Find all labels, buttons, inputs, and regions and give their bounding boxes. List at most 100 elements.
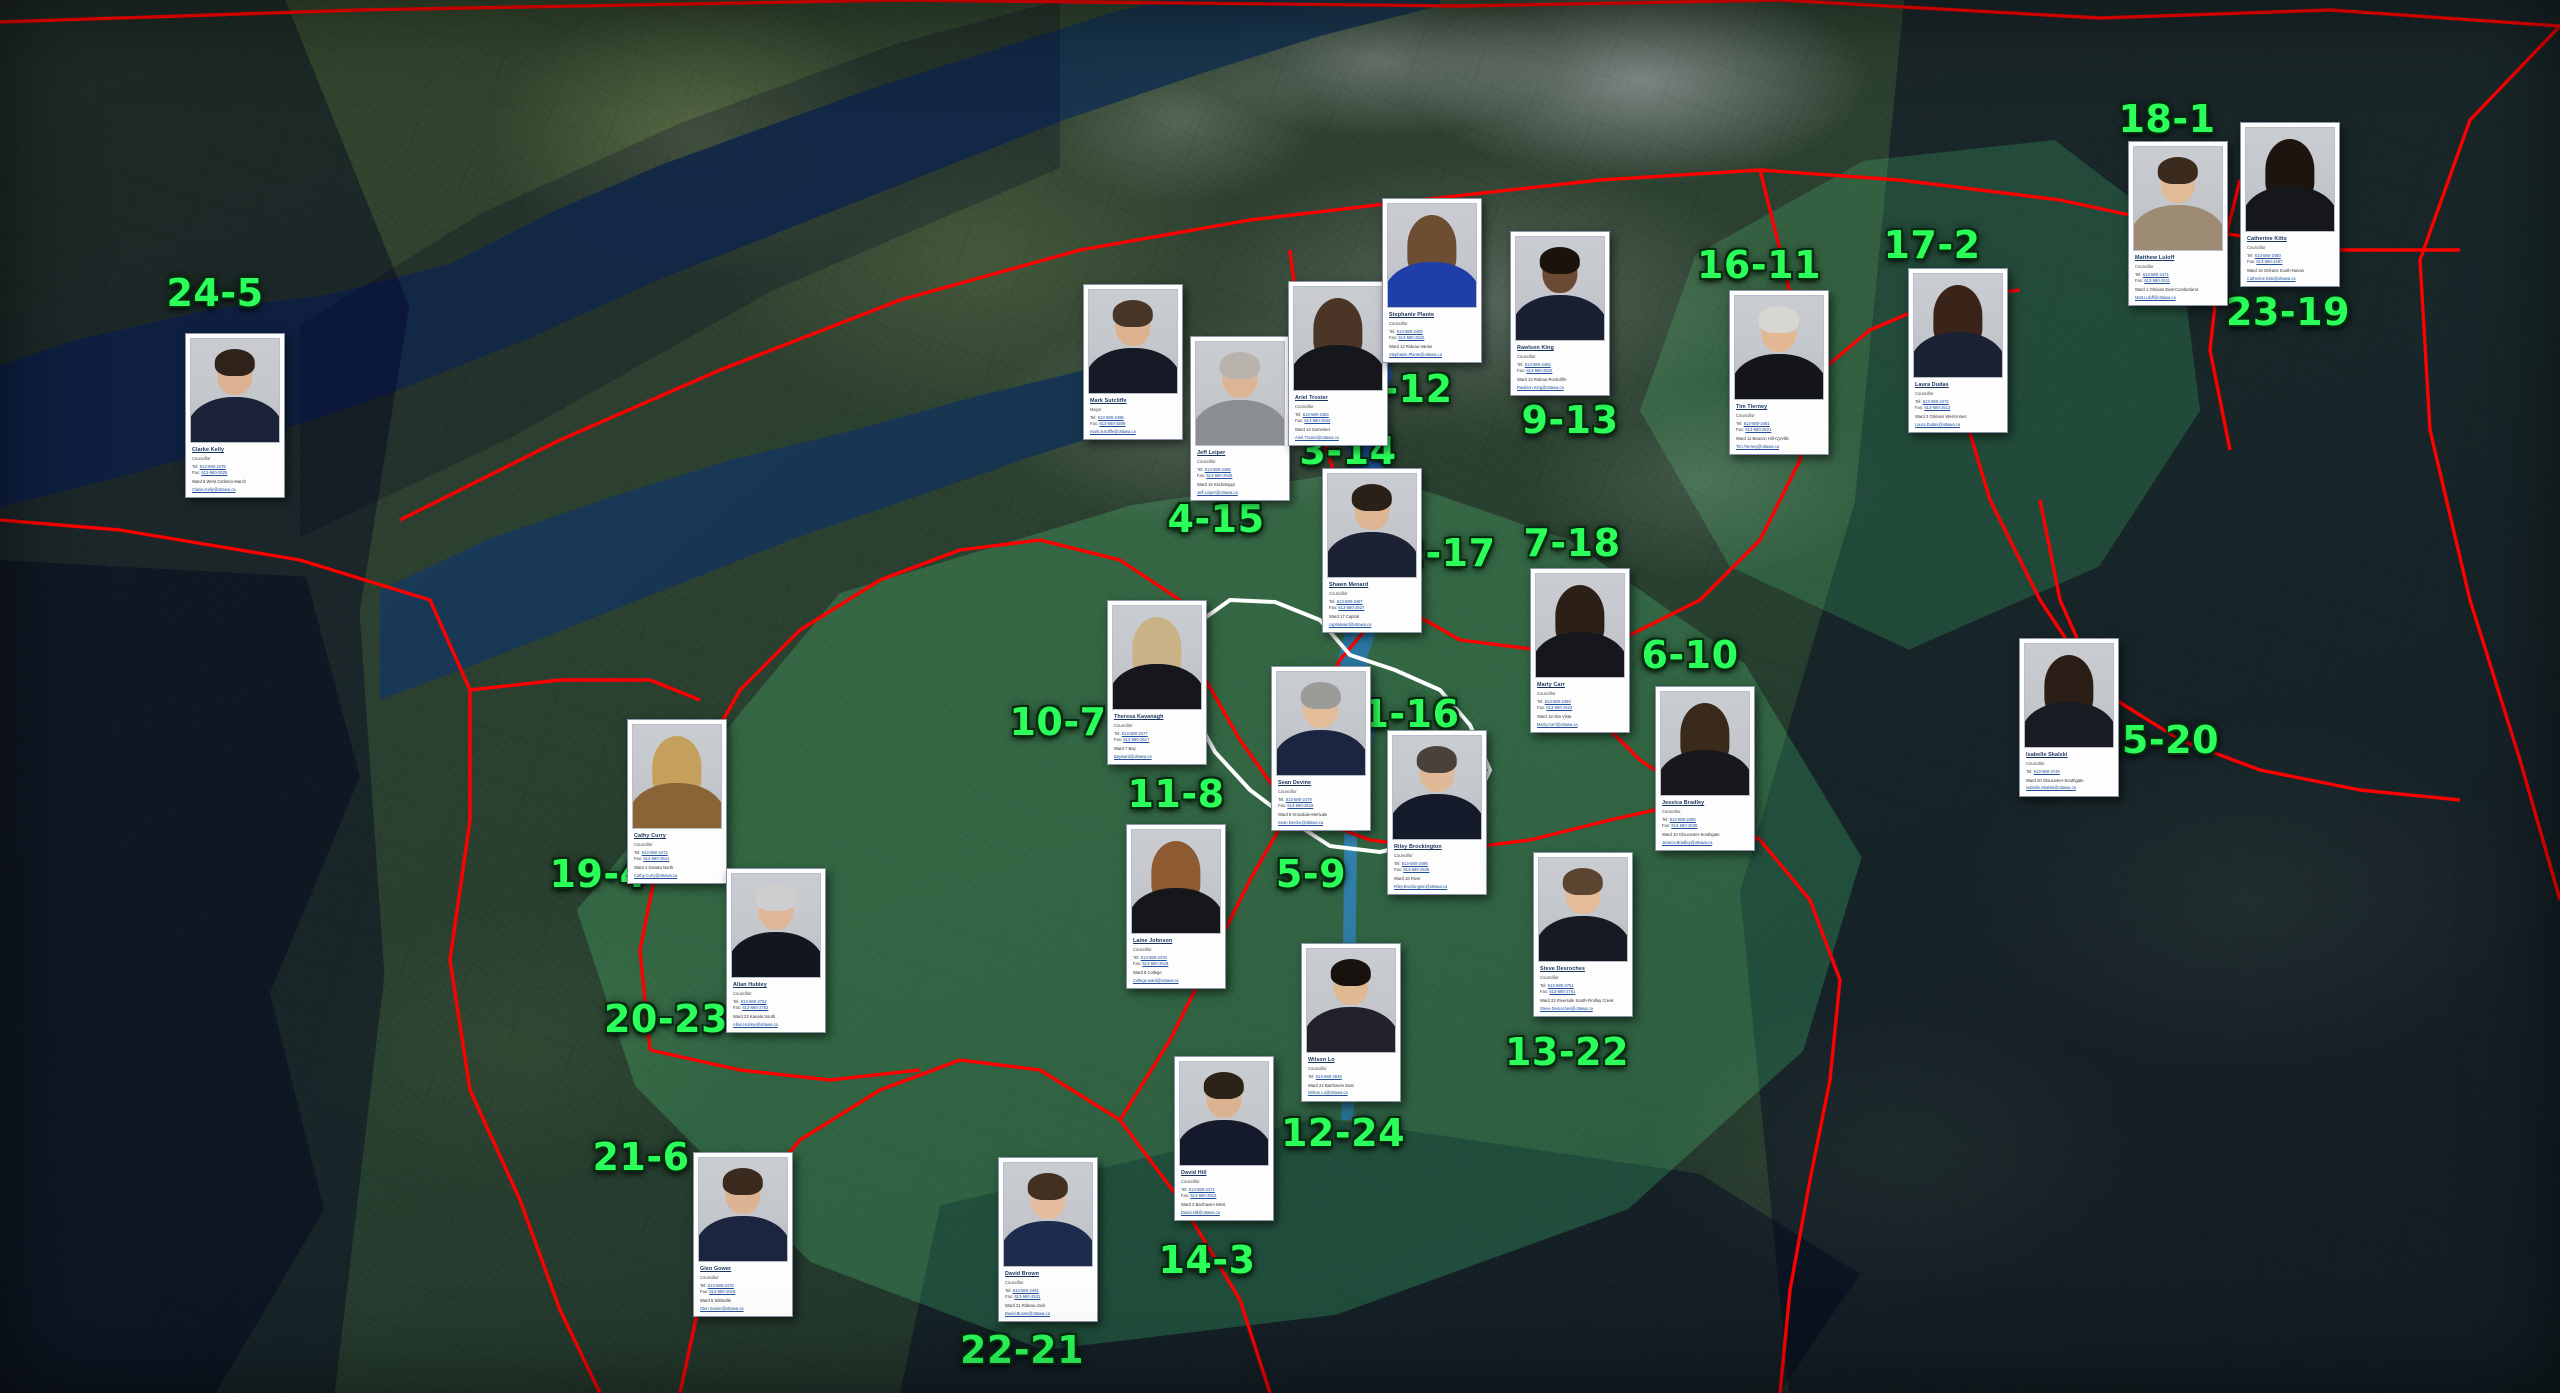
email-link[interactable]: Catherine.Kitts@ottawa.ca [2247,275,2296,281]
ward-number-label[interactable]: 21-6 [592,1135,690,1179]
email-link[interactable]: Riley.Brockington@ottawa.ca [1394,883,1448,889]
phone-number-link[interactable]: 613-580-2472 [1922,398,1949,404]
councillor-info-card[interactable]: Cathy Curry Councillor Tel: 613-580-2474 Fa… [627,719,727,885]
phone-number-link[interactable]: 613-580-2471 [2142,271,2169,277]
councillor-name-link[interactable]: Tim Tierney [1736,404,1768,410]
councillor-info-card[interactable]: Ariel Troster Councillor Tel: 613-580-2484… [1288,281,1388,447]
phone-number-link[interactable]: 613-580-2479 [1285,796,1312,802]
phone-number-link[interactable]: 613-580-2483 [1544,698,1571,704]
councillor-name-link[interactable]: Sean Devine [1278,780,1312,786]
ward-number-label[interactable]: 22-21 [959,1328,1085,1372]
ward-number-label[interactable]: 6-10 [1641,633,1739,677]
phone-number-link[interactable]: 613-580-2752 [740,998,767,1004]
email-link[interactable]: Laura.Dudas@ottawa.ca [1915,421,1961,427]
fax-number-link[interactable]: 613-580-2516 [709,1289,736,1295]
councillor-info-card[interactable]: Allan Hubley Councillor Tel: 613-580-2752 F… [726,868,826,1034]
phone-number-link[interactable]: 613-580-2475 [199,463,226,469]
phone-number-link[interactable]: 613-580-2496 [1097,414,1124,420]
councillor-info-card[interactable]: David Brown Councillor Tel: 613-580-2491 Fa… [998,1157,1098,1323]
fax-number-link[interactable]: 613-580-2512 [1924,405,1951,411]
fax-number-link[interactable]: 613-580-2512 [1190,1193,1217,1199]
email-link[interactable]: Ariel.Troster@ottawa.ca [1295,434,1339,440]
email-link[interactable]: Jessica.Bradley@ottawa.ca [1662,839,1713,845]
councillor-name-link[interactable]: Catherine Kitts [2247,236,2287,242]
councillor-name-link[interactable]: Shawn Menard [1329,582,1369,588]
councillor-name-link[interactable]: Marty Carr [1537,682,1565,688]
phone-number-link[interactable]: 613-580-2480 [2254,252,2281,258]
phone-number-link[interactable]: 613-580-2474 [641,849,668,855]
phone-number-link[interactable]: 613-580-2476 [707,1282,734,1288]
fax-number-link[interactable]: 613-580-2518 [1142,961,1169,967]
email-link[interactable]: capitalward@ottawa.ca [1329,621,1372,627]
email-link[interactable]: Sean.Devine@ottawa.ca [1278,819,1324,825]
ward-number-label[interactable]: 4-15 [1167,497,1265,541]
phone-number-link[interactable]: 613-580-2749 [2033,768,2060,774]
fax-number-link[interactable]: 613-580-2524 [1304,418,1331,424]
fax-number-link[interactable]: 613-580-2521 [1745,427,1772,433]
ward-number-label[interactable]: 12-24 [1280,1111,1406,1155]
councillor-name-link[interactable]: Rawlson King [1517,345,1554,351]
ward-number-label[interactable]: 10-7 [1009,700,1107,744]
phone-number-link[interactable]: 613-580-2487 [1336,598,1363,604]
phone-number-link[interactable]: 613-580-2486 [1401,860,1428,866]
phone-number-link[interactable]: 613-580-2482 [1524,361,1551,367]
ward-number-label[interactable]: 13-22 [1504,1030,1630,1074]
ward-number-label[interactable]: 20-23 [603,997,729,1041]
fax-number-link[interactable]: 613-580-2519 [1287,803,1314,809]
councillor-info-card[interactable]: Laine Johnson Councillor Tel: 613-580-2478… [1126,824,1226,990]
councillor-name-link[interactable]: Cathy Curry [634,833,666,839]
email-link[interactable]: Isabelle.Skalski@ottawa.ca [2026,785,2076,791]
councillor-name-link[interactable]: Matthew Luloff [2135,255,2175,261]
ward-number-label[interactable]: 1-16 [1362,692,1460,736]
fax-number-link[interactable]: 613-580-2531 [1014,1294,1041,1300]
ward-number-label[interactable]: 17-2 [1883,223,1981,267]
councillor-info-card[interactable]: Marty Carr Councillor Tel: 613-580-2483 Fax… [1530,568,1630,734]
councillor-name-link[interactable]: Steve Desroches [1540,966,1585,972]
fax-number-link[interactable]: 613-580-2530 [1671,823,1698,829]
councillor-info-card[interactable]: Glen Gower Councillor Tel: 613-580-2476 Fax… [693,1152,793,1318]
ward-number-label[interactable]: 18-1 [2118,97,2216,141]
councillor-name-link[interactable]: Glen Gower [700,1266,732,1272]
fax-number-link[interactable]: 613-580-2514 [643,856,670,862]
email-link[interactable]: Clarke.Kelly@ottawa.ca [192,486,236,492]
fax-number-link[interactable]: 613-580-2525 [1206,473,1233,479]
phone-number-link[interactable]: 613-580-2481 [1743,420,1770,426]
councillor-name-link[interactable]: Allan Hubley [733,982,767,988]
fax-number-link[interactable]: 613-580-2525 [201,470,228,476]
email-link[interactable]: mark.sutcliffe@ottawa.ca [1090,428,1136,434]
email-link[interactable]: David.Brown@ottawa.ca [1005,1310,1050,1316]
fax-number-link[interactable]: 613-580-2526 [1403,867,1430,873]
councillor-name-link[interactable]: Theresa Kavanagh [1114,714,1164,720]
fax-number-link[interactable]: 613-580-2522 [1526,368,1553,374]
councillor-info-card[interactable]: Theresa Kavanagh Councillor Tel: 613-580-2… [1107,600,1207,766]
councillor-name-link[interactable]: Jessica Bradley [1662,800,1705,806]
phone-number-link[interactable]: 613-580-2482 [1396,328,1423,334]
email-link[interactable]: Steve.Desroches@ottawa.ca [1540,1005,1593,1011]
ward-number-label[interactable]: 11-8 [1127,772,1225,816]
email-link[interactable]: Wilson.Lo@ottawa.ca [1308,1090,1348,1096]
fax-number-link[interactable]: 613-580-2761 [1549,989,1576,995]
email-link[interactable]: Stephanie.Plante@ottawa.ca [1389,351,1442,357]
councillor-info-card[interactable]: Sean Devine Councillor Tel: 613-580-2479 Fa… [1271,666,1371,832]
fax-number-link[interactable]: 613-580-2527 [1338,605,1365,611]
councillor-name-link[interactable]: Riley Brockington [1394,844,1442,850]
councillor-name-link[interactable]: David Brown [1005,1271,1040,1277]
councillor-info-card[interactable]: Jeff Leiper Councillor Tel: 613-580-2485 Fa… [1190,336,1290,502]
phone-number-link[interactable]: 613-580-2485 [1204,466,1231,472]
phone-number-link[interactable]: 613-580-2849 [1315,1073,1342,1079]
fax-number-link[interactable]: 613-580-2511 [2144,278,2171,284]
councillor-name-link[interactable]: David Hill [1181,1170,1207,1176]
councillor-name-link[interactable]: Mark Sutcliffe [1090,398,1127,404]
councillor-info-card[interactable]: David Hill Councillor Tel: 613-580-2472 Fax… [1174,1056,1274,1222]
councillor-name-link[interactable]: Wilson Lo [1308,1057,1335,1063]
councillor-info-card[interactable]: Stephanie Plante Councillor Tel: 613-580-2… [1382,198,1482,364]
ward-number-label[interactable]: 16-11 [1696,243,1822,287]
councillor-info-card[interactable]: Wilson Lo Councillor Tel: 613-580-2849 Ward… [1301,943,1401,1102]
councillor-info-card[interactable]: Rawlson King Councillor Tel: 613-580-2482 F… [1510,231,1610,397]
councillor-info-card[interactable]: Clarke Kelly Councillor Tel: 613-580-2475 F… [185,333,285,499]
phone-number-link[interactable]: 613-580-2484 [1302,411,1329,417]
councillor-name-link[interactable]: Ariel Troster [1295,395,1329,401]
email-link[interactable]: Tim.Tierney@ottawa.ca [1736,443,1779,449]
phone-number-link[interactable]: 613-580-2751 [1547,982,1574,988]
